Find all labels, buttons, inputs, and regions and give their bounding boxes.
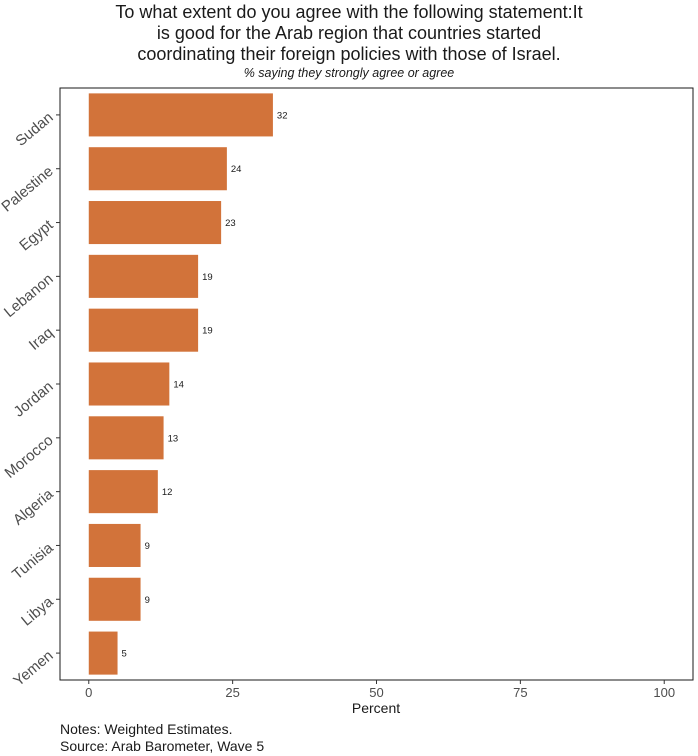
y-tick-label-libya: Libya	[18, 593, 57, 629]
x-tick-label: 50	[369, 685, 383, 700]
bar-iraq	[88, 308, 199, 352]
bar-lebanon	[88, 254, 199, 298]
chart-title: To what extent do you agree with the fol…	[0, 2, 698, 65]
bar-palestine	[88, 147, 227, 191]
bar-morocco	[88, 416, 164, 460]
y-tick-label-palestine: Palestine	[0, 163, 57, 216]
y-tick-label-tunisia: Tunisia	[9, 539, 57, 583]
bar-tunisia	[88, 523, 141, 567]
bar-egypt	[88, 201, 222, 245]
y-tick-label-algeria: Algeria	[10, 485, 57, 528]
chart-title-line: is good for the Arab region that countri…	[156, 23, 542, 43]
value-label-tunisia: 9	[145, 541, 150, 552]
bars-group	[88, 93, 273, 675]
y-tick-label-sudan: Sudan	[12, 109, 56, 150]
chart-notes: Notes: Weighted Estimates. Source: Arab …	[60, 721, 264, 755]
value-label-libya: 9	[145, 595, 150, 606]
notes-line: Source: Arab Barometer, Wave 5	[60, 738, 265, 754]
chart-subtitle: % saying they strongly agree or agree	[243, 66, 455, 80]
notes-line: Notes: Weighted Estimates.	[60, 721, 233, 737]
x-tick-label: 0	[85, 685, 92, 700]
value-label-sudan: 32	[277, 110, 288, 121]
y-tick-label-lebanon: Lebanon	[1, 270, 57, 321]
y-tick-label-jordan: Jordan	[11, 378, 57, 421]
value-label-lebanon: 19	[202, 272, 213, 283]
value-label-egypt: 23	[225, 218, 236, 229]
chart-title-line: coordinating their foreign policies with…	[137, 44, 561, 64]
bar-sudan	[88, 93, 273, 137]
value-label-algeria: 12	[162, 487, 173, 498]
y-tick-label-egypt: Egypt	[16, 216, 57, 254]
bar-jordan	[88, 362, 170, 406]
chart-title-line: To what extent do you agree with the fol…	[115, 2, 583, 22]
value-label-iraq: 19	[202, 326, 213, 337]
x-axis-title: Percent	[352, 700, 400, 716]
x-tick-label: 100	[653, 685, 675, 700]
x-tick-label: 75	[513, 685, 527, 700]
value-label-palestine: 24	[231, 164, 242, 175]
x-axis: 0 25 50 75 100	[85, 680, 675, 700]
value-labels-group: 32 24 23 19 19 14 13 12 9 9 5	[122, 110, 288, 659]
bar-libya	[88, 577, 141, 621]
value-label-morocco: 13	[168, 433, 179, 444]
value-label-jordan: 14	[173, 380, 184, 391]
bar-yemen	[88, 631, 118, 675]
y-tick-label-iraq: Iraq	[26, 324, 57, 354]
value-label-yemen: 5	[122, 649, 127, 660]
x-tick-label: 25	[225, 685, 239, 700]
y-tick-label-morocco: Morocco	[2, 432, 57, 482]
bar-algeria	[88, 470, 158, 514]
y-tick-label-yemen: Yemen	[10, 647, 56, 690]
